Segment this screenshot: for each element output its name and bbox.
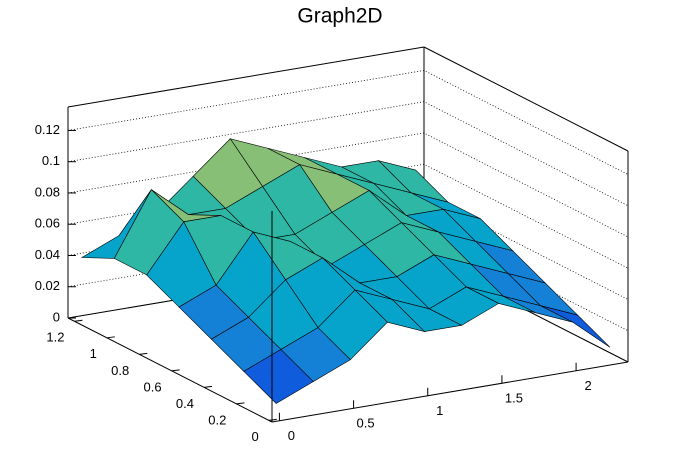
y-tick — [106, 336, 115, 339]
y-tick — [139, 352, 148, 355]
y-tick-label: 0.2 — [208, 412, 226, 427]
x-tick-label: 1.5 — [505, 391, 523, 406]
chart-title: Graph2D — [297, 5, 382, 28]
x-tick-label: 1 — [436, 403, 443, 418]
y-tick-label: 1.2 — [46, 330, 64, 345]
y-tick — [236, 402, 245, 405]
y-tick-label: 1 — [90, 346, 97, 361]
axis-line — [271, 361, 629, 423]
y-tick-label: 0.4 — [176, 396, 194, 411]
y-tick-label: 0 — [252, 429, 259, 444]
y-tick — [171, 369, 180, 372]
y-tick — [268, 418, 277, 421]
grid-line — [67, 132, 629, 238]
y-tick-label: 0.6 — [144, 379, 162, 394]
y-tick — [203, 385, 213, 388]
z-tick-label: 0.1 — [42, 153, 60, 168]
z-tick-label: 0.02 — [35, 278, 60, 293]
y-tick — [74, 319, 83, 322]
x-tick-label: 0.5 — [357, 416, 375, 431]
grid-line — [67, 70, 629, 175]
axis-line — [67, 317, 273, 423]
y-tick-label: 0.8 — [111, 363, 129, 378]
box-edge — [67, 46, 425, 108]
box-edge — [423, 46, 629, 152]
z-tick-label: 0.06 — [35, 216, 60, 231]
z-tick-label: 0 — [53, 309, 60, 324]
z-tick-label: 0.12 — [35, 122, 60, 137]
x-tick-label: 0 — [288, 428, 295, 443]
z-tick-label: 0.08 — [35, 184, 60, 199]
x-tick-label: 2 — [584, 378, 591, 393]
z-tick-label: 0.04 — [35, 247, 60, 262]
grid-line — [67, 101, 629, 207]
surface-cell — [243, 349, 314, 404]
